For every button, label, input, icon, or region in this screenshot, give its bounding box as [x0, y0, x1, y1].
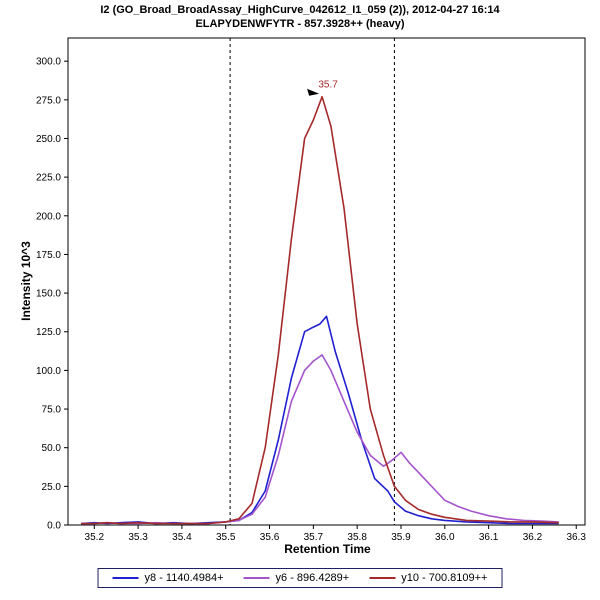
legend: y8 - 1140.4984+ y6 - 896.4289+ y10 - 700… — [97, 568, 503, 588]
svg-text:35.8: 35.8 — [347, 532, 367, 543]
svg-text:150.0: 150.0 — [36, 289, 61, 300]
svg-text:35.7: 35.7 — [318, 80, 338, 91]
legend-label-y8: y8 - 1140.4984+ — [144, 572, 224, 584]
legend-label-y10: y10 - 700.8109++ — [401, 572, 488, 584]
svg-text:200.0: 200.0 — [36, 211, 61, 222]
svg-text:36.0: 36.0 — [435, 532, 455, 543]
svg-text:35.5: 35.5 — [216, 532, 236, 543]
y6-line-swatch — [243, 577, 270, 579]
svg-text:35.3: 35.3 — [128, 532, 148, 543]
y10-line-swatch — [369, 577, 396, 579]
svg-text:0.0: 0.0 — [47, 521, 61, 532]
svg-text:100.0: 100.0 — [36, 366, 61, 377]
legend-item-y10: y10 - 700.8109++ — [369, 572, 487, 584]
svg-text:25.0: 25.0 — [42, 482, 62, 493]
svg-text:125.0: 125.0 — [36, 327, 61, 338]
svg-text:275.0: 275.0 — [36, 95, 61, 106]
svg-text:300.0: 300.0 — [36, 57, 61, 68]
chart-title: I2 (GO_Broad_BroadAssay_HighCurve_042612… — [100, 4, 500, 16]
chart-subtitle: ELAPYDENWFYTR - 857.3928++ (heavy) — [195, 18, 405, 30]
svg-text:35.2: 35.2 — [85, 532, 105, 543]
svg-text:35.9: 35.9 — [391, 532, 411, 543]
svg-text:175.0: 175.0 — [36, 250, 61, 261]
svg-text:225.0: 225.0 — [36, 173, 61, 184]
legend-item-y6: y6 - 896.4289+ — [243, 572, 350, 584]
svg-text:35.4: 35.4 — [172, 532, 192, 543]
svg-text:50.0: 50.0 — [42, 443, 62, 454]
y8-line-swatch — [112, 577, 139, 579]
legend-item-y8: y8 - 1140.4984+ — [112, 572, 224, 584]
svg-text:250.0: 250.0 — [36, 134, 61, 145]
svg-text:36.2: 36.2 — [523, 532, 543, 543]
y-axis-title: Intensity 10^3 — [19, 241, 33, 321]
x-axis-title: Retention Time — [284, 542, 371, 556]
svg-text:35.7: 35.7 — [304, 532, 324, 543]
svg-text:36.1: 36.1 — [479, 532, 499, 543]
svg-text:36.3: 36.3 — [567, 532, 587, 543]
svg-text:35.6: 35.6 — [260, 532, 280, 543]
svg-text:75.0: 75.0 — [42, 405, 62, 416]
legend-label-y6: y6 - 896.4289+ — [275, 572, 350, 584]
